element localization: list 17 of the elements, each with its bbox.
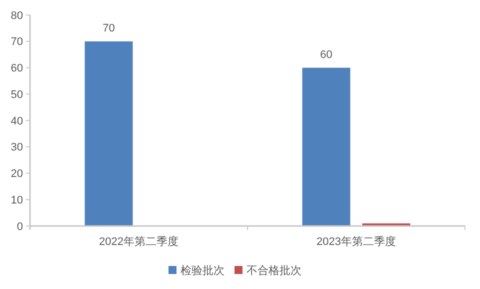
y-tick-label: 60 [10,62,23,75]
legend-label: 检验批次 [180,264,224,277]
y-tick-label: 50 [10,88,23,101]
legend-label: 不合格批次 [246,264,302,277]
y-tick-label: 20 [10,168,23,180]
y-tick-label: 40 [10,115,23,128]
bar [84,41,133,226]
y-tick-label: 70 [10,36,23,48]
data-label: 70 [102,22,115,34]
data-label: 60 [320,48,332,61]
bar [302,68,350,226]
y-tick-label: 80 [10,10,23,22]
y-tick-label: 0 [16,220,23,233]
x-tick-label: 2022年第二季度 [99,235,178,248]
y-tick-label: 30 [10,142,23,154]
y-tick-label: 10 [10,194,23,206]
x-tick-label: 2023年第二季度 [316,235,396,248]
